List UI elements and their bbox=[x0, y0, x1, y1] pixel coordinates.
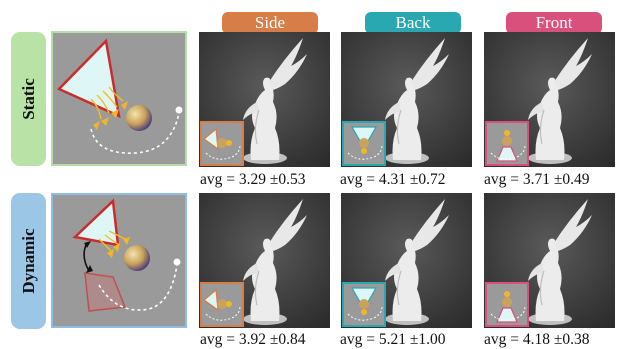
rotate-arrow-icon bbox=[83, 244, 90, 272]
statue-photo-static-front bbox=[484, 32, 615, 167]
statue-photo-dynamic-side bbox=[199, 193, 330, 328]
statue-photo-static-side bbox=[199, 32, 330, 167]
light-panel-icon bbox=[56, 38, 121, 119]
score-dynamic-front: avg = 4.18 ±0.38 bbox=[484, 331, 590, 348]
light-inset-static-front bbox=[485, 121, 529, 166]
score-static-side: avg = 3.29 ±0.53 bbox=[200, 171, 306, 188]
diagram-dynamic bbox=[51, 193, 187, 328]
light-inset-dynamic-side bbox=[200, 282, 244, 327]
statue-photo-dynamic-front bbox=[484, 193, 615, 328]
camera-dot-icon bbox=[173, 258, 181, 266]
sphere-icon bbox=[126, 105, 152, 131]
statue-photo-static-back bbox=[341, 32, 472, 167]
light-rays-icon bbox=[90, 86, 124, 120]
row-label-static-text: Static bbox=[18, 78, 38, 120]
row-label-static: Static bbox=[11, 32, 46, 166]
light-inset-static-side bbox=[200, 121, 244, 166]
score-static-back: avg = 4.31 ±0.72 bbox=[340, 171, 446, 188]
column-header-back: Back bbox=[365, 12, 461, 34]
score-dynamic-side: avg = 3.92 ±0.84 bbox=[200, 331, 306, 348]
score-dynamic-back: avg = 5.21 ±1.00 bbox=[340, 331, 446, 348]
column-header-side: Side bbox=[222, 12, 318, 34]
light-setup-static bbox=[56, 38, 183, 154]
statue-photo-dynamic-back bbox=[341, 193, 472, 328]
sphere-icon bbox=[124, 245, 150, 271]
light-inset-dynamic-front bbox=[485, 282, 529, 327]
light-inset-dynamic-back bbox=[342, 282, 386, 327]
diagram-static bbox=[51, 31, 187, 166]
score-static-front: avg = 3.71 ±0.49 bbox=[484, 171, 590, 188]
camera-path-icon bbox=[90, 112, 180, 154]
column-header-front: Front bbox=[506, 12, 602, 34]
light-inset-static-back bbox=[342, 121, 386, 166]
light-panel-icon bbox=[72, 198, 120, 247]
camera-path-icon bbox=[98, 264, 178, 311]
light-setup-dynamic bbox=[72, 198, 181, 312]
ghost-panel-icon bbox=[84, 272, 127, 312]
row-label-dynamic-text: Dynamic bbox=[18, 228, 38, 294]
row-label-dynamic: Dynamic bbox=[11, 193, 46, 329]
camera-dot-icon bbox=[175, 106, 183, 114]
